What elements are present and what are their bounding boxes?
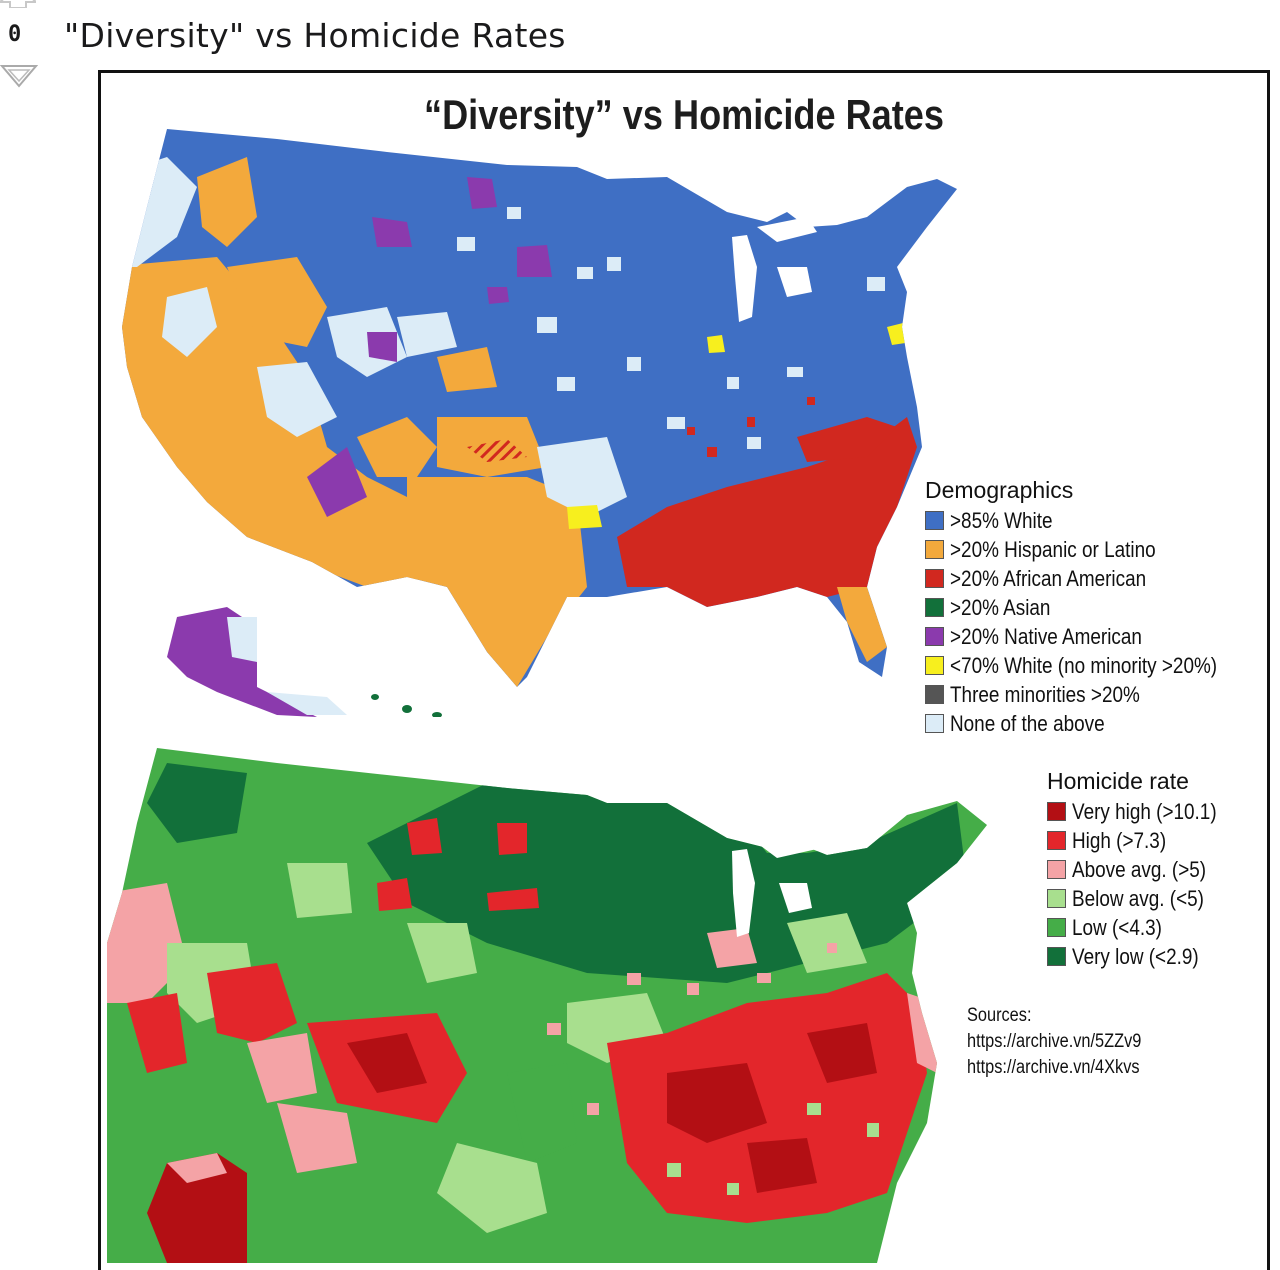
homicide-legend-title: Homicide rate [1047,768,1189,794]
legend-swatch [925,569,944,588]
legend-item-below-average: Below avg. (<5) [1047,884,1240,913]
legend-swatch [1047,831,1066,850]
source-link[interactable]: https://archive.vn/4Xkvs [967,1057,1140,1078]
legend-swatch [1047,947,1066,966]
sources-block: Sources: https://archive.vn/5ZZv9 https:… [967,1003,1170,1081]
alaska-shape [167,607,317,717]
legend-swatch [1047,889,1066,908]
vote-score: 0 [8,22,22,47]
source-link[interactable]: https://archive.vn/5ZZv9 [967,1031,1142,1052]
map-poster[interactable]: “Diversity” vs Homicide Rates [98,70,1270,1270]
demographics-legend: Demographics >85% White >20% Hispanic or… [925,477,1261,738]
demographics-legend-title: Demographics [925,477,1074,503]
legend-item-very-low: Very low (<2.9) [1047,942,1240,971]
legend-item-none: None of the above [925,709,1261,738]
hawaii-shape [371,694,442,717]
legend-item-high: High (>7.3) [1047,826,1240,855]
sources-title: Sources: [967,1005,1032,1026]
post-title[interactable]: "Diversity" vs Homicide Rates [64,16,566,55]
legend-item-above-average: Above avg. (>5) [1047,855,1240,884]
demographics-map [122,129,957,717]
legend-item-white: >85% White [925,506,1261,535]
legend-item-african-american: >20% African American [925,564,1261,593]
legend-item-asian: >20% Asian [925,593,1261,622]
legend-swatch [1047,860,1066,879]
legend-swatch [925,511,944,530]
legend-swatch [925,656,944,675]
alaska-homicide-shape [147,1153,247,1263]
downvote-arrow-icon[interactable] [0,64,38,90]
legend-item-hispanic: >20% Hispanic or Latino [925,535,1261,564]
legend-item-less-than-70-white: <70% White (no minority >20%) [925,651,1261,680]
legend-item-very-high: Very high (>10.1) [1047,797,1240,826]
legend-swatch [925,685,944,704]
legend-swatch [1047,802,1066,821]
homicide-legend: Homicide rate Very high (>10.1) High (>7… [1047,768,1240,971]
legend-swatch [925,714,944,733]
map-title: “Diversity” vs Homicide Rates [424,91,944,138]
legend-item-native-american: >20% Native American [925,622,1261,651]
legend-swatch [925,540,944,559]
legend-swatch [925,598,944,617]
legend-item-three-minorities: Three minorities >20% [925,680,1261,709]
legend-swatch [1047,918,1066,937]
vote-column: 0 [0,0,40,100]
legend-swatch [925,627,944,646]
legend-item-low: Low (<4.3) [1047,913,1240,942]
upvote-arrow-icon[interactable] [0,0,36,8]
homicide-map [107,748,987,1263]
